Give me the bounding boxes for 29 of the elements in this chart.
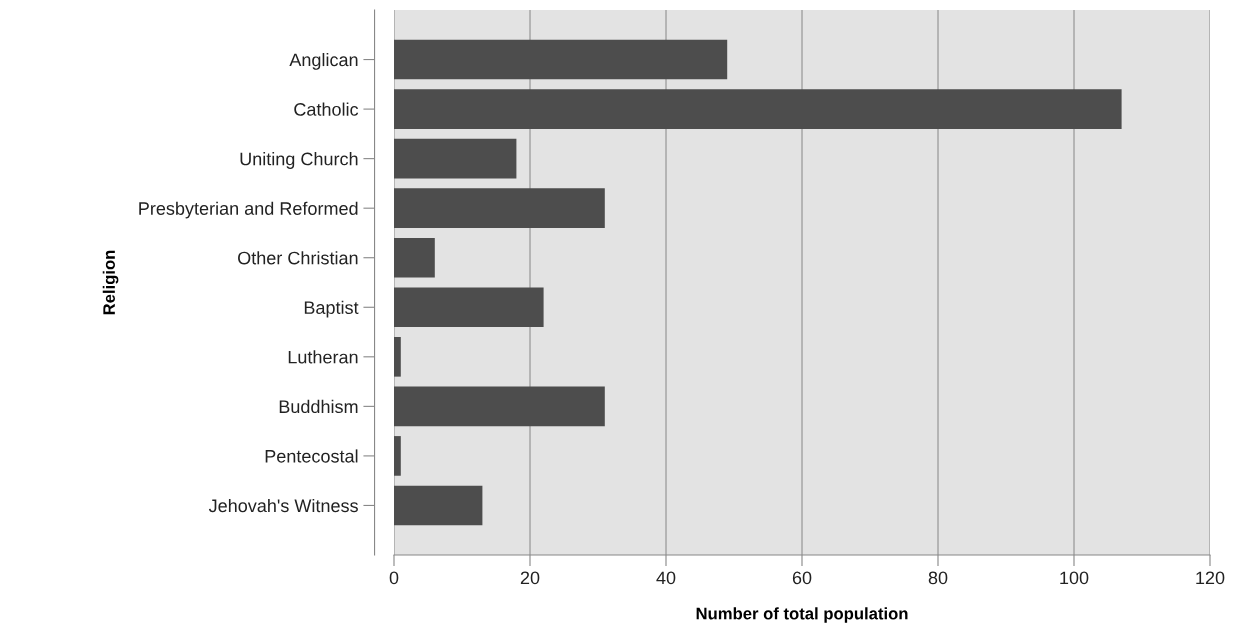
- bar: [394, 138, 517, 179]
- x-tick-label: 120: [1196, 571, 1225, 585]
- bar: [394, 436, 401, 476]
- y-tick-label: Anglican: [289, 53, 358, 70]
- y-tick-label: Other Christian: [238, 251, 358, 265]
- bar: [394, 89, 1122, 129]
- y-axis-title: Religion: [102, 250, 119, 315]
- bar: [394, 39, 728, 80]
- y-tick-label: Baptist: [304, 300, 359, 318]
- y-tick-label: Uniting Church: [240, 152, 358, 169]
- x-axis-title: Number of total population: [696, 607, 908, 623]
- x-tick-label: 60: [792, 571, 812, 585]
- x-tick-label: 40: [656, 571, 676, 585]
- x-tick-label: 80: [928, 571, 948, 585]
- y-tick-label: Buddhism: [279, 399, 358, 414]
- bar: [394, 287, 544, 328]
- y-tick-label: Catholic: [294, 102, 359, 116]
- x-tick-label: 100: [1060, 571, 1089, 585]
- y-tick-label: Jehovah's Witness: [208, 498, 358, 513]
- x-tick-label: 20: [520, 571, 540, 585]
- x-tick-label: 0: [389, 571, 399, 585]
- y-tick-label: Presbyterian and Reformed: [139, 201, 358, 219]
- bar: [394, 386, 605, 427]
- y-tick-label: Lutheran: [288, 350, 358, 364]
- bar: [394, 337, 401, 377]
- bar: [394, 485, 483, 526]
- bar: [394, 188, 605, 228]
- bar: [394, 237, 435, 278]
- y-tick-label: Pentecostal: [265, 449, 358, 463]
